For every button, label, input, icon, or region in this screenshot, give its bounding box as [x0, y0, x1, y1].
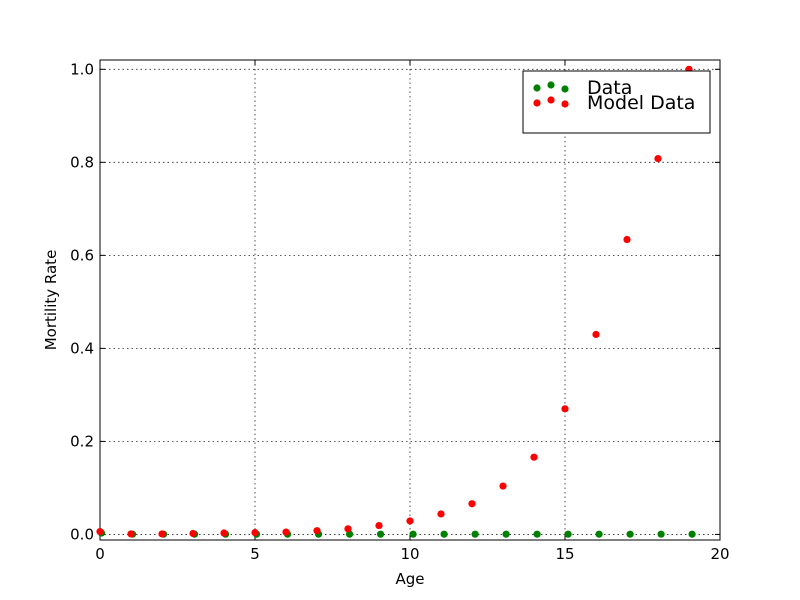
legend-marker [561, 100, 569, 108]
data-point [502, 530, 510, 538]
model-data-point [251, 528, 259, 537]
x-tick-label: 10 [400, 545, 419, 563]
data-points [96, 65, 696, 538]
data-point [564, 530, 572, 538]
data-point [376, 530, 385, 538]
model-data-point [282, 528, 290, 536]
y-tick-label: 0.8 [70, 153, 94, 171]
y-tick-label: 0.4 [70, 339, 94, 357]
data-point [595, 530, 603, 538]
data-point [626, 530, 634, 538]
model-data-point [592, 330, 600, 339]
model-data-point [189, 529, 197, 538]
data-point [471, 530, 479, 538]
x-tick-label: 15 [555, 545, 574, 563]
y-tick-label: 1.0 [70, 60, 94, 78]
y-tick-label: 0.2 [70, 432, 94, 450]
x-tick-label: 5 [250, 545, 260, 563]
data-point [409, 530, 417, 538]
model-data-point [468, 500, 476, 508]
model-data-point [654, 155, 662, 163]
legend-marker [547, 81, 555, 89]
model-data-point [344, 525, 352, 533]
model-data-point [158, 530, 166, 538]
legend-label: Data [587, 77, 632, 99]
y-tick-label: 0.6 [70, 246, 94, 264]
y-axis-label: Mortility Rate [42, 250, 60, 351]
x-tick-label: 20 [710, 545, 729, 563]
legend-marker [533, 99, 541, 107]
legend-marker [561, 85, 569, 93]
data-point [657, 530, 665, 538]
model-data-point [530, 453, 538, 461]
series-model-data [96, 65, 693, 538]
x-axis-label: Age [395, 570, 424, 588]
data-point [440, 530, 448, 538]
y-axis: 0.0 0.2 0.4 0.6 0.8 1.0 [70, 60, 720, 543]
model-data-point [127, 530, 135, 538]
model-data-point [220, 529, 228, 537]
model-data-point [375, 521, 383, 530]
model-data-point [406, 517, 414, 525]
model-data-point [623, 235, 631, 244]
data-point [688, 530, 696, 538]
x-axis: 0 5 10 15 20 [95, 60, 730, 563]
model-data-point [561, 405, 569, 413]
model-data-point [437, 510, 445, 518]
model-data-point [499, 482, 507, 490]
y-tick-label: 0.0 [70, 525, 94, 543]
legend-box [522, 70, 711, 134]
legend-marker [533, 84, 541, 92]
model-data-point [313, 527, 321, 535]
series-data [97, 529, 696, 538]
model-data-point [96, 528, 104, 536]
x-tick-label: 0 [95, 545, 105, 563]
legend-item-model-data: Model Data [533, 92, 695, 114]
legend-label: Model Data [587, 92, 695, 114]
data-point [533, 530, 541, 538]
legend-marker [547, 96, 555, 104]
legend-item-data: Data [533, 77, 632, 99]
